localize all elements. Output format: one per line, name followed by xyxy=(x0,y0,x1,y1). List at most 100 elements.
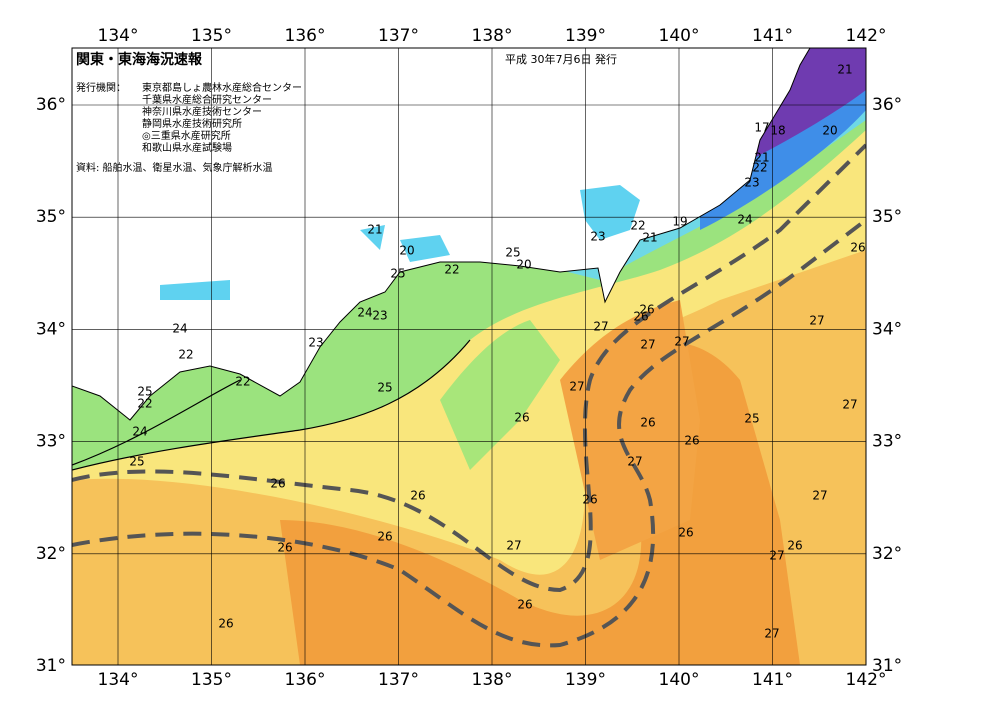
contour-label: 22 xyxy=(752,161,767,175)
lat-label: 33° xyxy=(36,432,66,452)
contour-label: 27 xyxy=(769,549,784,563)
contour-label: 22 xyxy=(178,348,193,362)
contour-label: 26 xyxy=(678,526,693,540)
lat-label: 34° xyxy=(872,319,902,339)
lon-label: 142° xyxy=(846,670,887,690)
contour-label: 26 xyxy=(410,489,425,503)
land xyxy=(72,48,811,421)
contour-label: 21 xyxy=(837,63,852,77)
contour-label: 27 xyxy=(593,320,608,334)
contour-label: 26 xyxy=(639,303,654,317)
contour-label: 24 xyxy=(172,322,187,336)
bay xyxy=(160,185,640,300)
contour-label: 22 xyxy=(444,263,459,277)
lat-label: 32° xyxy=(872,544,902,564)
contour-label: 26 xyxy=(684,434,699,448)
lon-label: 140° xyxy=(659,670,700,690)
issuer: 東京都島しょ農林水産総合センター xyxy=(142,81,302,94)
source: 資料: 船舶水温、衛星水温、気象庁解析水温 xyxy=(76,161,273,174)
contour-label: 26 xyxy=(517,598,532,612)
issuer: ◎三重県水産研究所 xyxy=(142,129,231,142)
contour-label: 25 xyxy=(505,246,520,260)
lat-label: 35° xyxy=(36,207,66,227)
lat-label: 33° xyxy=(872,432,902,452)
grid xyxy=(72,48,866,665)
contour-label: 20 xyxy=(399,244,414,258)
contour-label: 21 xyxy=(367,223,382,237)
frame xyxy=(71,47,867,666)
coastal-water xyxy=(440,320,560,470)
lon-label: 141° xyxy=(752,670,793,690)
date: 平成 30年7月6日 発行 xyxy=(505,52,617,66)
contour-label: 27 xyxy=(674,335,689,349)
contour-label: 25 xyxy=(137,385,152,399)
contour-label: 26 xyxy=(377,530,392,544)
contour-label: 21 xyxy=(754,151,769,165)
lat-label: 32° xyxy=(36,544,66,564)
lat-label: 36° xyxy=(872,95,902,115)
contour-label: 27 xyxy=(812,489,827,503)
contour-label: 26 xyxy=(277,541,292,555)
contour-label: 24 xyxy=(737,213,752,227)
contour-label: 27 xyxy=(627,455,642,469)
contour-label: 26 xyxy=(218,617,233,631)
contour-label: 25 xyxy=(744,412,759,426)
contour-label: 24 xyxy=(357,306,372,320)
contour-label: 23 xyxy=(372,309,387,323)
title: 関東・東海海況速報 xyxy=(76,51,203,68)
lat-label: 31° xyxy=(872,656,902,676)
kuroshio-core xyxy=(560,300,700,560)
contour-label: 25 xyxy=(129,455,144,469)
contour-label: 17 xyxy=(754,121,769,135)
lon-label: 139° xyxy=(565,26,606,46)
contour-label: 27 xyxy=(569,380,584,394)
cold-water xyxy=(750,48,866,160)
lon-label: 142° xyxy=(846,26,887,46)
contour-label: 20 xyxy=(822,124,837,138)
contour-label: 22 xyxy=(630,219,645,233)
contour-label: 26 xyxy=(270,477,285,491)
lon-label: 135° xyxy=(191,670,232,690)
kuroshio-axis xyxy=(72,143,866,593)
contour-label: 27 xyxy=(842,398,857,412)
contour-label: 27 xyxy=(809,314,824,328)
issuer: 千葉県水産総合研究センター xyxy=(142,93,272,106)
contour-label: 25 xyxy=(390,267,405,281)
lon-label: 141° xyxy=(752,26,793,46)
issuer-label: 発行機関： xyxy=(76,81,126,94)
contour-label: 26 xyxy=(633,310,648,324)
contour-label: 27 xyxy=(506,539,521,553)
lon-label: 136° xyxy=(285,670,326,690)
contour-label: 23 xyxy=(590,230,605,244)
lon-label: 140° xyxy=(659,26,700,46)
lat-label: 35° xyxy=(872,207,902,227)
contour-label: 24 xyxy=(132,425,147,439)
contour-label: 23 xyxy=(308,336,323,350)
lat-label: 36° xyxy=(36,95,66,115)
lon-label: 134° xyxy=(98,670,139,690)
lon-label: 137° xyxy=(378,26,419,46)
lon-label: 136° xyxy=(285,26,326,46)
contour-label: 26 xyxy=(787,539,802,553)
contour-label: 26 xyxy=(640,416,655,430)
contour-label: 26 xyxy=(850,241,865,255)
contour-label: 22 xyxy=(235,375,250,389)
isotherm xyxy=(72,339,471,471)
lat-label: 31° xyxy=(36,656,66,676)
contour-label: 26 xyxy=(514,411,529,425)
contour-label: 22 xyxy=(137,397,152,411)
contour-label: 21 xyxy=(642,231,657,245)
contour-label: 23 xyxy=(744,176,759,190)
lon-label: 137° xyxy=(378,670,419,690)
contour-label: 20 xyxy=(516,258,531,272)
lat-label: 34° xyxy=(36,319,66,339)
issuer: 静岡県水産技術研究所 xyxy=(142,117,242,130)
lon-label: 138° xyxy=(472,26,513,46)
lon-label: 135° xyxy=(191,26,232,46)
contour-label: 19 xyxy=(672,215,687,229)
issuer: 神奈川県水産技術センター xyxy=(142,105,262,118)
contour-label: 26 xyxy=(582,493,597,507)
